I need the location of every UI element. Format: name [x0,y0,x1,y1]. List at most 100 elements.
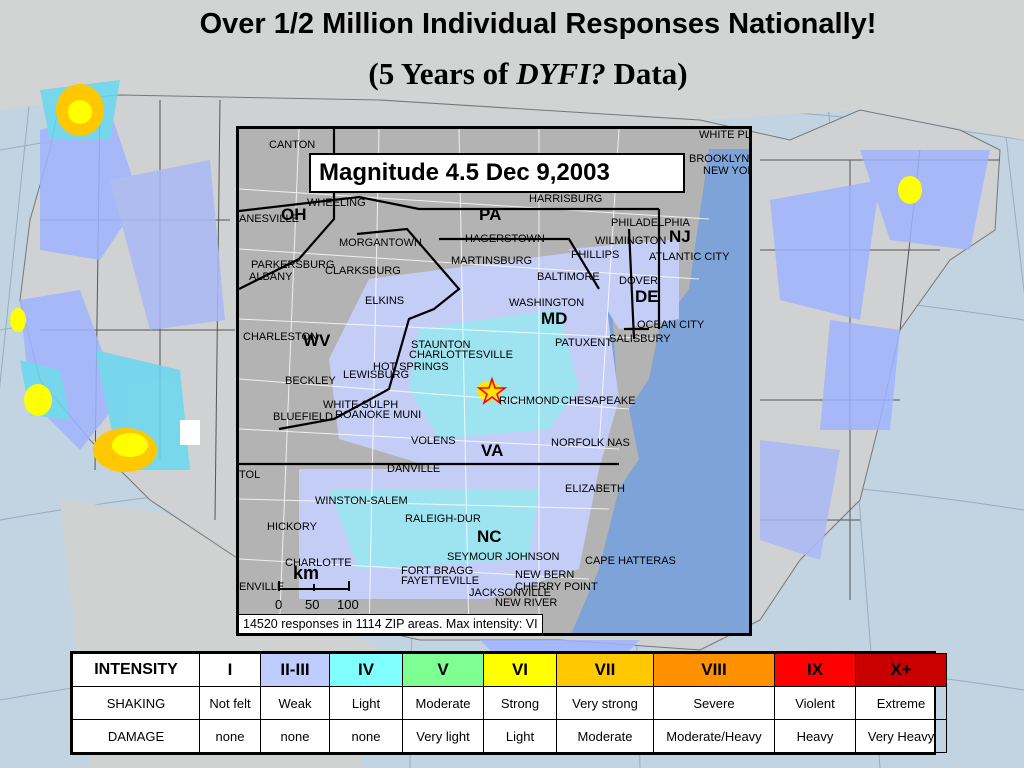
city-label: SALISBURY [609,333,671,345]
city-label: BROOKLYN [689,153,750,165]
shaking-row: SHAKING Not felt Weak Light Moderate Strong Ve… [72,686,947,720]
shaking-cell: SHAKING [72,686,200,720]
scale-tick: 0 [275,597,283,612]
state-label: MD [541,309,568,328]
damage-cell: Moderate/Heavy [653,719,775,753]
subtitle-prefix: (5 Years of [368,56,517,91]
city-label: ROANOKE MUNI [335,409,422,421]
damage-cell: Light [483,719,557,753]
city-label: DANVILLE [387,463,441,475]
shaking-cell: Light [329,686,403,720]
scale-bar [278,581,350,591]
city-label: BALTIMORE [537,271,600,283]
shaking-cell: Extreme [855,686,947,720]
state-label: PA [479,205,502,224]
city-label: FAYETTEVILLE [401,575,480,587]
epicenter-star-icon [476,376,508,406]
city-label: BECKLEY [285,375,336,387]
shaking-cell: Strong [483,686,557,720]
scale-tick: 50 [305,597,320,612]
city-label: PHILADELPHIA [611,217,690,229]
response-summary: 14520 responses in 1114 ZIP areas. Max i… [239,614,543,633]
event-title: Magnitude 4.5 Dec 9,2003 [309,153,685,193]
intensity-cell: V [402,653,484,687]
intensity-cell: VI [483,653,557,687]
city-label: MORGANTOWN [339,237,422,249]
damage-row: DAMAGE none none none Very light Light Moderat… [72,719,947,753]
shaking-cell: Moderate [402,686,484,720]
scale-unit: km [293,563,320,583]
city-label: CAPE HATTERAS [585,555,676,567]
city-label: ALBANY [249,271,293,283]
city-label: WHITE PL [699,129,751,141]
city-label: ELIZABETH [565,483,625,495]
inset-map: Magnitude 4.5 Dec 9,2003 OH PA NJ DE MD … [236,126,752,636]
city-label: WASHINGTON [509,297,585,309]
city-label: RICHMOND [499,395,560,407]
state-label: DE [635,287,659,306]
city-label: WILMINGTON [595,235,667,247]
city-label: JACKSONVILLE [469,587,551,599]
intensity-cell: VII [556,653,654,687]
damage-cell: Very Heavy [855,719,947,753]
city-label: VOLENS [411,435,456,447]
city-label: CLARKSBURG [325,265,401,277]
state-label: VA [481,441,504,460]
city-label: ANESVILLE [239,213,299,225]
shaking-cell: Weak [260,686,330,720]
damage-cell: Moderate [556,719,654,753]
intensity-cell: IV [329,653,403,687]
city-label: CHARLOTTE [285,557,352,569]
intensity-cell: IX [774,653,856,687]
city-label: TOL [239,469,261,481]
city-label: ELKINS [365,295,405,307]
city-label: ENVILLE [239,581,285,593]
damage-cell: Heavy [774,719,856,753]
main-title: Over 1/2 Million Individual Responses Na… [199,8,877,40]
damage-cell: none [199,719,261,753]
intensity-cell: INTENSITY [72,653,200,687]
city-label: NEW YORK [703,165,749,177]
damage-cell: Very light [402,719,484,753]
city-label: LEWISBURG [343,369,410,381]
intensity-cell: I [199,653,261,687]
intensity-cell: VIII [653,653,775,687]
damage-cell: none [260,719,330,753]
city-label: HAGERSTOWN [465,233,545,245]
state-label: OH [281,205,307,224]
city-label: PARKERSBURG [251,259,335,271]
city-label: HICKORY [267,521,317,533]
city-label: DOVER [619,275,659,287]
city-label: OCEAN CITY [637,319,705,331]
city-label: CANTON [269,139,316,151]
city-label: CHERRY POINT [515,581,598,593]
state-label: NC [477,527,502,546]
city-label: STAUNTON [411,339,471,351]
city-label: BLUEFIELD [273,411,333,423]
city-label: NEW RIVER [495,597,558,609]
intensity-cell: X+ [855,653,947,687]
city-label: SEYMOUR JOHNSON [447,551,560,563]
scale-tick: 100 [337,597,359,612]
intensity-row: INTENSITY I II-III IV V VI VII VIII IX X+ [72,653,947,687]
city-label: HARRISBURG [529,193,603,205]
city-label: HOT SPRINGS [373,361,449,373]
subtitle-suffix: Data) [605,56,688,91]
city-label: PHILLIPS [571,249,620,261]
intensity-legend: INTENSITY I II-III IV V VI VII VIII IX X+ SHAKING… [70,651,947,755]
city-label: ATLANTIC CITY [649,251,730,263]
city-label: CHESAPEAKE [561,395,636,407]
state-label: NJ [669,227,691,246]
subtitle-dyfi: DYFI? [516,56,606,91]
city-label: RALEIGH-DUR [405,513,481,525]
city-label: CHARLESTON [243,331,318,343]
shaking-cell: Violent [774,686,856,720]
shaking-cell: Very strong [556,686,654,720]
city-label: NEW BERN [515,569,575,581]
shaking-cell: Not felt [199,686,261,720]
subtitle: (5 Years of DYFI? Data) [0,56,1024,92]
inset-map-graphic [239,129,749,633]
damage-cell: DAMAGE [72,719,200,753]
city-label: WHITE SULPH [323,399,399,411]
city-label: WHEELING [307,197,366,209]
